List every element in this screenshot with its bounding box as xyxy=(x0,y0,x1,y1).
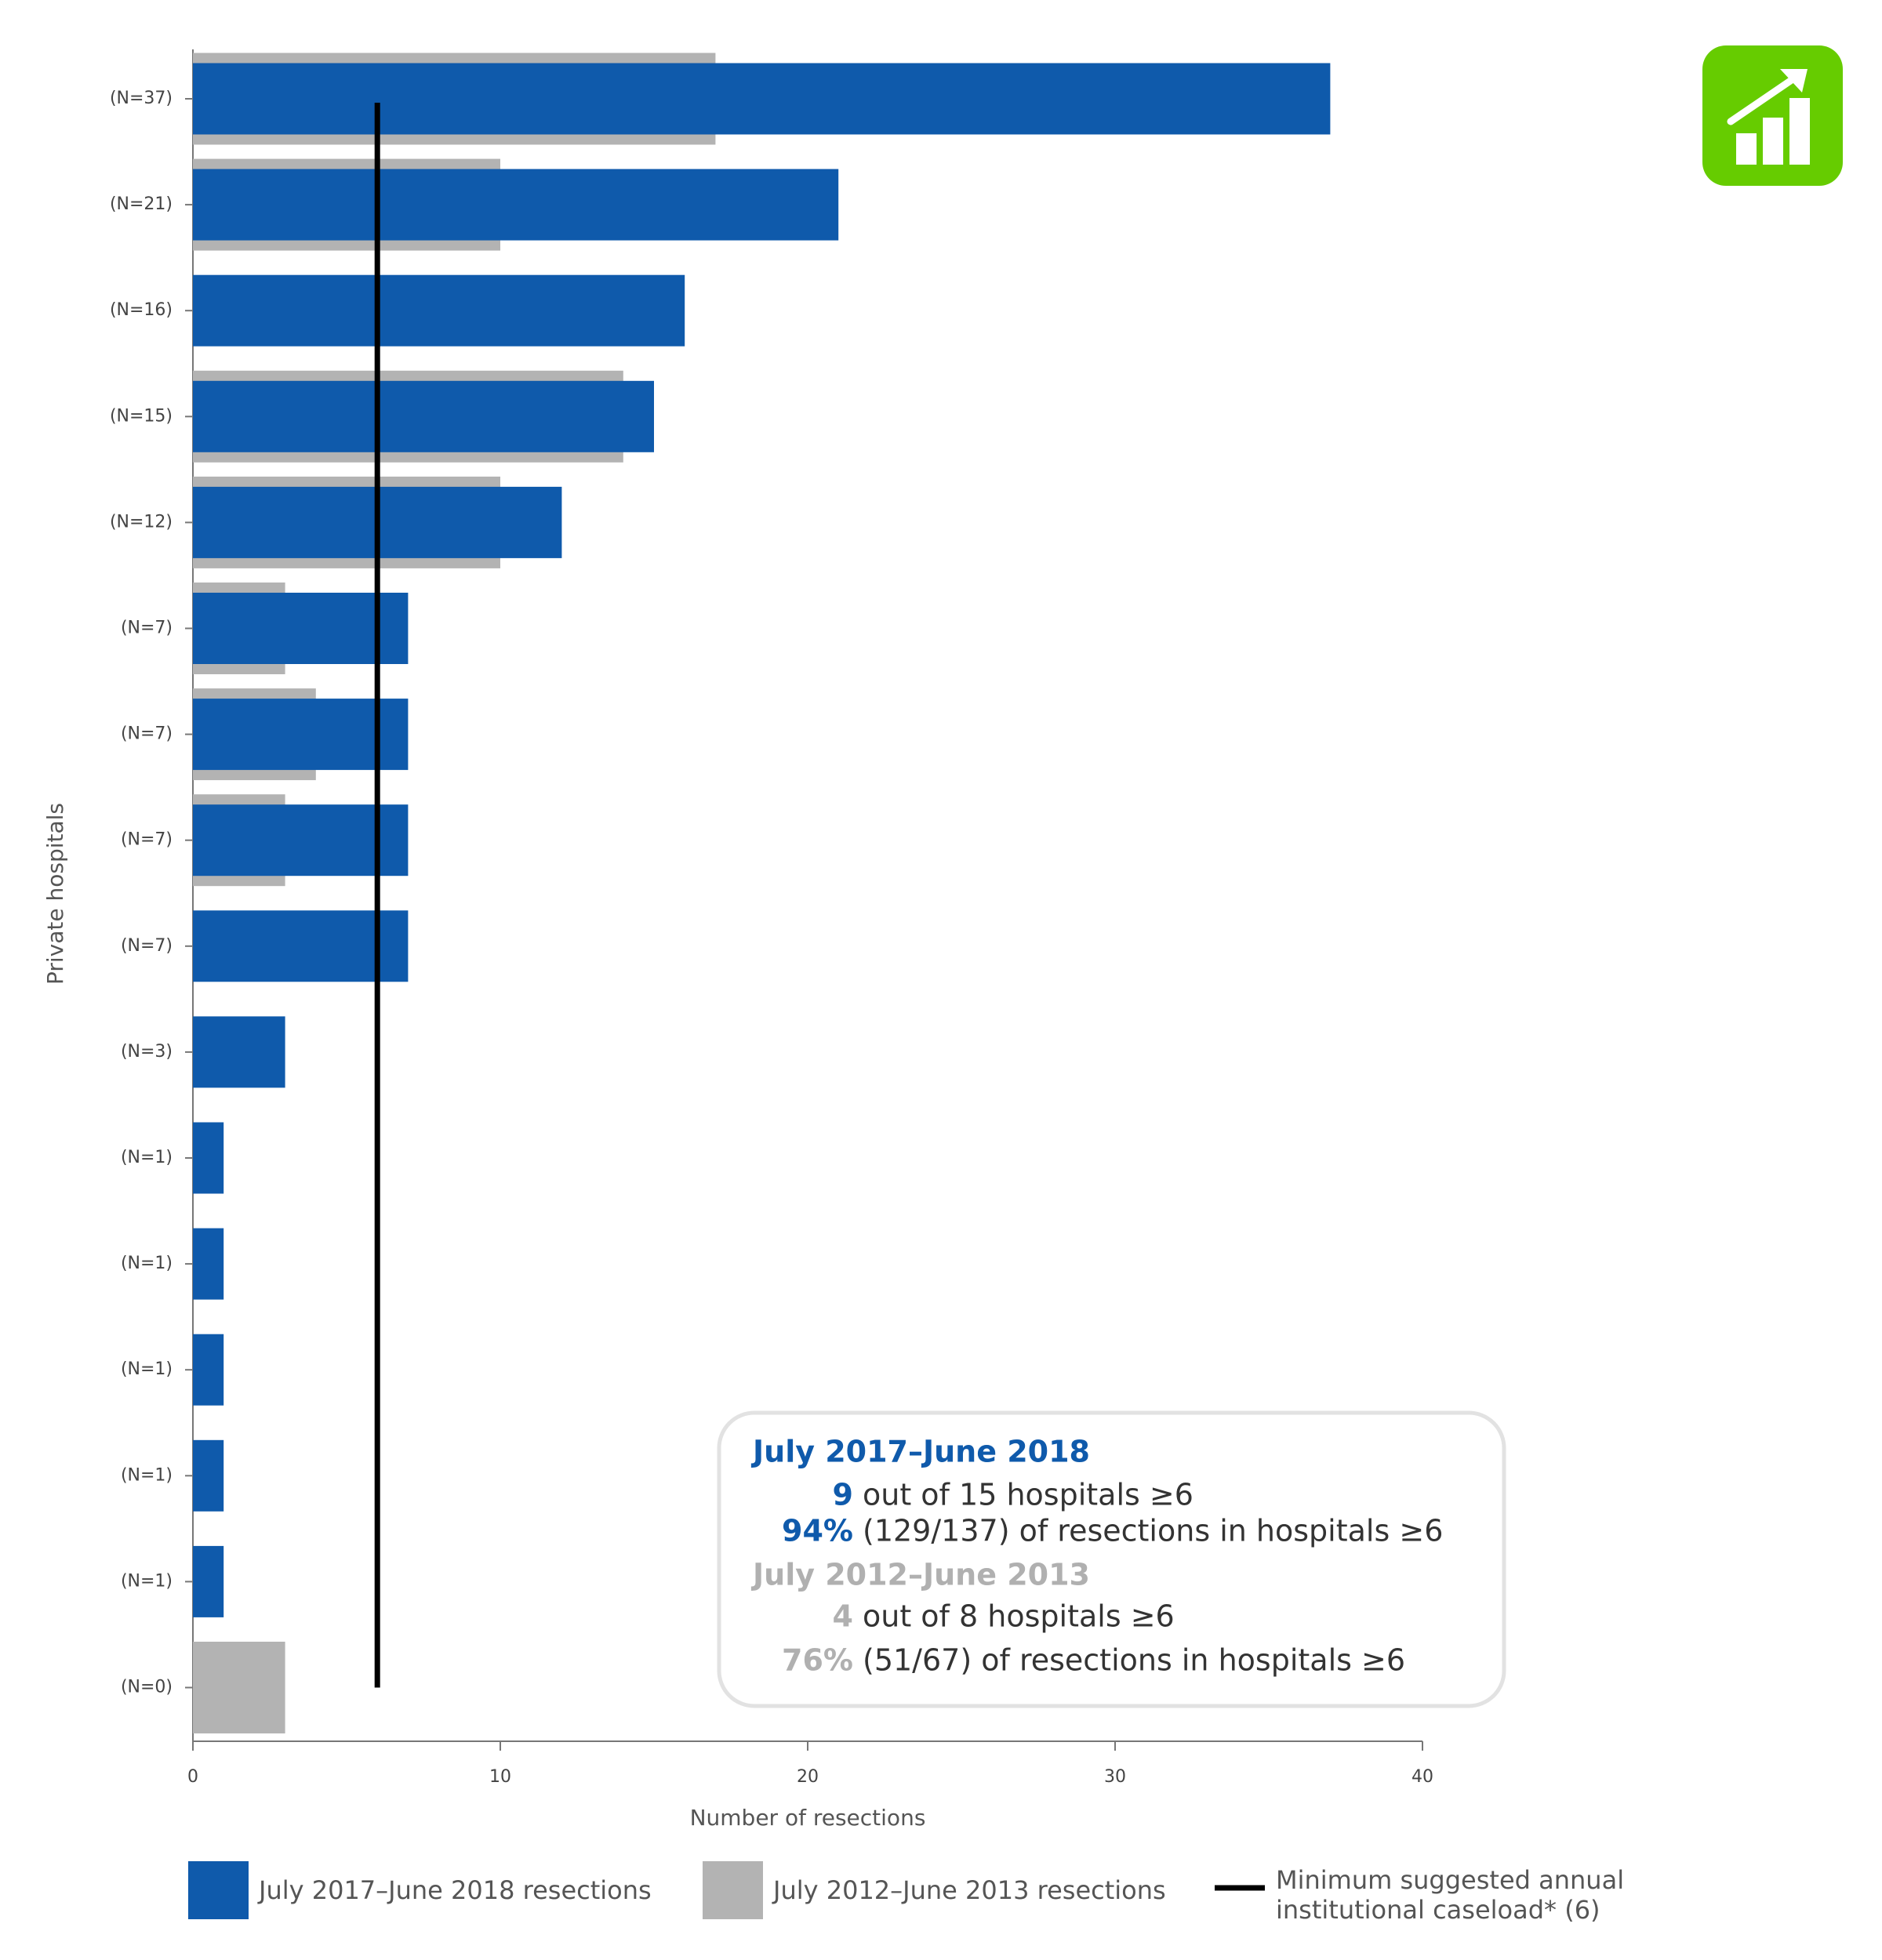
y-tick-label: (N=1) xyxy=(121,1359,173,1379)
bar xyxy=(193,169,839,241)
bar xyxy=(193,1334,224,1406)
icon-arrow xyxy=(1727,71,1804,125)
legend-swatch xyxy=(703,1861,763,1919)
icon-arrowhead xyxy=(1780,69,1808,93)
y-tick-label: (N=1) xyxy=(121,1148,173,1167)
icon-bar xyxy=(1763,118,1783,165)
bar xyxy=(193,380,654,452)
legend-label: July 2012–June 2013 resections xyxy=(772,1875,1166,1905)
icon-background xyxy=(1702,45,1843,186)
y-tick-label: (N=12) xyxy=(110,512,173,532)
y-tick-label: (N=1) xyxy=(121,1571,173,1591)
bar xyxy=(193,63,1331,135)
bar xyxy=(193,699,409,771)
icon-bar xyxy=(1736,133,1757,165)
x-tick-label: 10 xyxy=(489,1767,511,1787)
annotation-highlight: 76% xyxy=(782,1643,853,1678)
y-tick-label: (N=37) xyxy=(110,89,173,108)
legend-swatch xyxy=(188,1861,249,1919)
annotation-highlight: 9 xyxy=(833,1478,853,1512)
annotation-text: out of 15 hospitals ≥6 xyxy=(863,1478,1194,1512)
bar xyxy=(193,1642,285,1733)
y-tick-label: (N=7) xyxy=(121,724,173,744)
trend-icon xyxy=(1702,45,1843,186)
annotation-text: (129/137) of resections in hospitals ≥6 xyxy=(863,1514,1443,1548)
annotation-text: out of 8 hospitals ≥6 xyxy=(863,1599,1175,1634)
x-axis-label: Number of resections xyxy=(690,1805,926,1831)
bar xyxy=(193,910,409,982)
y-tick-label: (N=7) xyxy=(121,619,173,638)
legend-label: institutional caseload* (6) xyxy=(1276,1895,1600,1925)
x-tick-label: 30 xyxy=(1104,1767,1126,1787)
x-tick-label: 40 xyxy=(1412,1767,1433,1787)
bar xyxy=(193,1016,285,1088)
y-tick-label: (N=15) xyxy=(110,406,173,426)
y-tick-label: (N=16) xyxy=(110,300,173,320)
annotation-title: July 2012–June 2013 xyxy=(750,1558,1090,1592)
annotation-text: (51/67) of resections in hospitals ≥6 xyxy=(863,1643,1405,1678)
y-tick-label: (N=1) xyxy=(121,1465,173,1485)
y-axis-label: Private hospitals xyxy=(42,803,68,985)
bar xyxy=(193,274,685,347)
icon-bar xyxy=(1789,98,1810,165)
y-tick-label: (N=7) xyxy=(121,936,173,956)
y-tick-label: (N=7) xyxy=(121,830,173,850)
bar xyxy=(193,593,409,664)
bar xyxy=(193,1439,224,1512)
bar xyxy=(193,1545,224,1617)
bar xyxy=(193,804,409,877)
x-tick-label: 20 xyxy=(797,1767,819,1787)
annotation-title: July 2017–June 2018 xyxy=(750,1435,1090,1469)
legend-label: Minimum suggested annual xyxy=(1276,1865,1624,1895)
legend-label: July 2017–June 2018 resections xyxy=(257,1875,652,1905)
x-tick-label: 0 xyxy=(187,1767,198,1787)
y-tick-label: (N=3) xyxy=(121,1042,173,1062)
bar xyxy=(193,1228,224,1300)
annotation-highlight: 94% xyxy=(782,1514,853,1548)
y-tick-label: (N=1) xyxy=(121,1254,173,1273)
annotation-box xyxy=(717,1410,1506,1708)
y-tick-label: (N=0) xyxy=(121,1678,173,1697)
bar xyxy=(193,1122,224,1194)
y-tick-label: (N=21) xyxy=(110,194,173,214)
annotation-highlight: 4 xyxy=(833,1599,853,1634)
